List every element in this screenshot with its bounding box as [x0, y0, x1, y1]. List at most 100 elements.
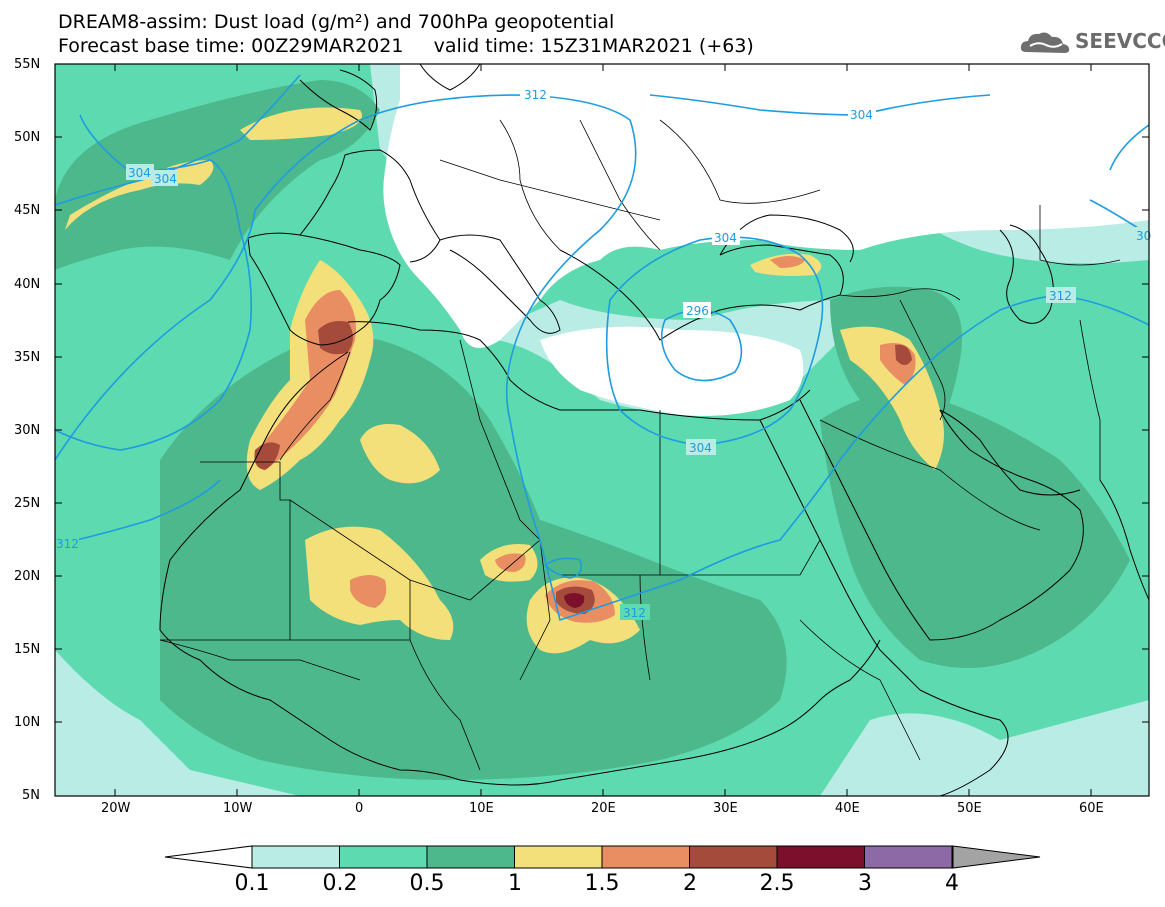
dust-region-2-iraq — [895, 344, 912, 365]
colorbar-segment — [864, 845, 953, 869]
lat-label: 40N — [14, 277, 41, 292]
lat-label: 5N — [22, 788, 40, 803]
border-saudi — [819, 419, 1041, 531]
coast-north-africa — [347, 321, 811, 421]
logo-text: SEEVCCC — [1075, 29, 1165, 53]
border-iran-pak — [1079, 319, 1101, 480]
colorbar-tick-label: 4 — [945, 871, 959, 896]
border-algeria-libya — [459, 339, 541, 541]
lat-label: 50N — [14, 130, 41, 145]
lon-label: 40E — [835, 801, 860, 816]
coast-iberia — [247, 232, 401, 346]
dust-region-1-uk — [240, 107, 362, 140]
colorbar-tick-label: 1 — [508, 871, 522, 896]
clean-air-europe — [383, 64, 1149, 348]
seevccc-logo — [1020, 32, 1070, 53]
colorbar-segment — [339, 845, 428, 869]
colorbar-segment — [514, 845, 603, 869]
map-title-line2: Forecast base time: 00Z29MAR2021 valid t… — [58, 35, 754, 57]
lat-label: 15N — [14, 642, 41, 657]
contour-label: 304 — [714, 231, 737, 245]
lat-label: 35N — [14, 350, 41, 365]
border-sudan-chad — [639, 574, 651, 681]
coast-persian-gulf — [939, 409, 1081, 496]
contour-label: 30 — [1136, 229, 1151, 243]
cloud-icon — [1020, 32, 1070, 53]
border-sudan — [660, 539, 821, 576]
colorbar — [164, 845, 1041, 869]
border-algeria-morocco — [279, 351, 351, 461]
contour-label: 312 — [623, 606, 646, 620]
clean-air-med-east — [540, 326, 804, 416]
lon-label: 60E — [1079, 801, 1104, 816]
colorbar-over-arrow — [952, 845, 1041, 869]
border-central-asia — [1039, 205, 1121, 266]
contour-label: 304 — [689, 441, 712, 455]
colorbar-tick-label: 0.2 — [322, 871, 358, 896]
colorbar-segment — [426, 845, 515, 869]
lon-label: 50E — [957, 801, 982, 816]
colorbar-segment — [601, 845, 690, 869]
contour-label: 296 — [686, 304, 709, 318]
dust-region-1_5-chad — [495, 553, 526, 572]
lat-label: 45N — [14, 203, 41, 218]
colorbar-tick-label: 0.1 — [234, 871, 270, 896]
border-sahel — [159, 639, 361, 681]
border-turkey-east — [839, 288, 961, 301]
border-iraq-iran — [899, 299, 946, 421]
geopotential-contours — [55, 74, 1149, 622]
contour-label: 312 — [1049, 289, 1072, 303]
lat-label: 10N — [14, 715, 41, 730]
dust-region-2_5-sudan — [564, 593, 585, 608]
coast-greece-turkey — [559, 244, 844, 341]
coast-scandinavia — [419, 64, 481, 91]
contour-312-north — [55, 94, 1149, 622]
contour-label: 304 — [850, 108, 873, 122]
coast-india — [1099, 479, 1149, 601]
lon-label: 20E — [591, 801, 616, 816]
dust-region-2-morocco — [318, 321, 353, 355]
axis-ticks — [55, 63, 1149, 796]
lat-label: 20N — [14, 569, 41, 584]
border-mali — [289, 499, 411, 641]
contour-304-med — [605, 236, 824, 446]
lat-label: 55N — [14, 57, 41, 72]
dust-field — [55, 64, 1149, 796]
border-mauritania — [160, 461, 291, 641]
colorbar-tick-label: 0.5 — [409, 871, 445, 896]
border-europe-1 — [439, 159, 661, 221]
coast-red-sea — [759, 419, 881, 651]
coast-caspian — [999, 224, 1054, 324]
coast-italy — [439, 234, 561, 334]
colorbar-segment — [251, 845, 340, 869]
dust-region-mid-arabia — [820, 393, 1130, 668]
lat-label: 25N — [14, 496, 41, 511]
contour-304-atlantic — [55, 74, 301, 206]
country-borders — [159, 119, 1121, 771]
contour-label: 304 — [128, 166, 151, 180]
colorbar-segment — [689, 845, 778, 869]
colorbar-tick-label: 2.5 — [759, 871, 795, 896]
contour-label: 312 — [524, 88, 547, 102]
border-europe-2 — [499, 119, 561, 251]
coastlines — [159, 64, 1149, 796]
map-title-line1: DREAM8-assim: Dust load (g/m²) and 700hP… — [58, 11, 615, 33]
colorbar-tick-label: 2 — [683, 871, 697, 896]
colorbar-tick-label: 1.5 — [584, 871, 620, 896]
coast-arabia — [799, 399, 1084, 641]
coast-horn — [879, 649, 1009, 796]
lon-label: 0 — [355, 801, 364, 816]
border-nigeria — [409, 639, 481, 771]
coast-france — [299, 149, 441, 263]
dust-region-1-algeria — [360, 424, 440, 484]
colorbar-segment — [776, 845, 865, 869]
colorbar-under-arrow — [164, 845, 253, 869]
dust-region-1_5-turkey — [770, 256, 805, 268]
contour-label-group: 312 304 304 312 304 304 296 304 312 312 … — [55, 86, 1151, 620]
colorbar-tick-label: 3 — [858, 871, 872, 896]
lon-label: 30E — [713, 801, 738, 816]
coast-black-sea — [719, 214, 854, 263]
dust-region-1_5-sahel — [350, 575, 387, 608]
lat-label: 30N — [14, 423, 41, 438]
